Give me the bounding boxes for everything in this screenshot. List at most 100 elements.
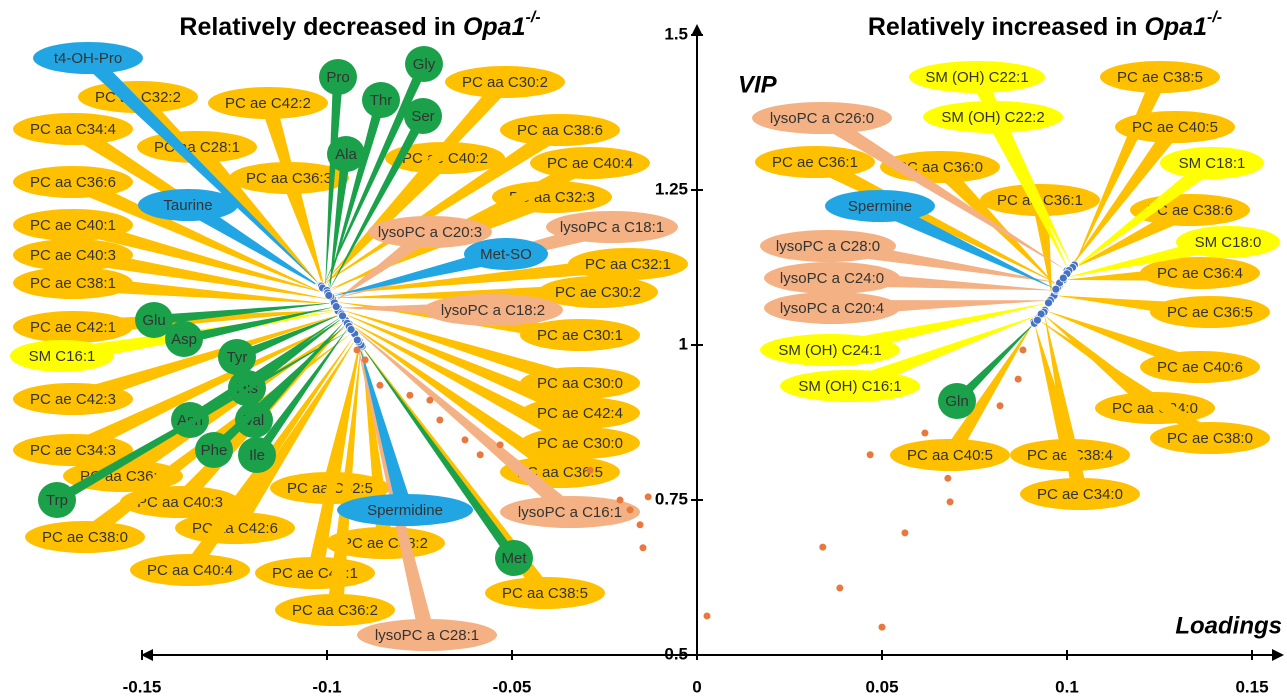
callout-bubble [13,239,133,271]
callout-label: PC aa C40:4 [147,562,233,579]
x-tick-label: -0.05 [493,677,532,696]
callout-label: SM C18:0 [1195,234,1262,251]
callout-label: PC ae C36:1 [772,154,858,171]
callout-wedge [327,98,386,291]
callout-label: PC ae C40:5 [1132,119,1218,136]
callout-bubble [135,302,173,338]
callout-label: Thr [370,92,393,109]
point [406,391,414,399]
point [331,302,341,311]
callout-wedge [182,306,337,344]
callout-bubble [1150,296,1270,328]
callout-bubble [1140,257,1260,289]
callout-wedge [54,329,352,505]
callout-wedge [357,340,519,561]
callout-bubble [500,114,620,146]
callout-bubble [1020,478,1140,510]
callout-label: PC aa C38:6 [517,122,603,139]
callout-bubble [357,619,497,651]
title-text: Relatively increased in [868,13,1138,41]
point [639,544,647,552]
callout-wedge [817,111,1067,271]
callout-bubble [13,434,133,466]
point [819,543,827,551]
point [946,498,954,506]
callout-label: lysoPC a C18:2 [441,302,545,319]
callout-bubble [445,66,565,98]
callout-bubble [325,527,445,559]
callout-wedge [153,302,335,325]
x-tick-label: 0 [692,677,701,696]
callout-bubble [485,577,605,609]
callout-label: Pro [326,69,349,86]
y-tick-label: 1 [679,334,688,353]
point [461,436,469,444]
callout-bubble [33,42,143,74]
callout-label: Taurine [163,197,212,214]
callout-wedge [346,321,565,479]
callout-label: Spermine [848,198,912,215]
y-axis-label: VIP [738,71,778,98]
callout-wedge [281,175,326,290]
callout-wedge [331,284,599,300]
callout-label: lysoPC a C18:1 [560,219,664,236]
callout-label: PC ae C42:4 [537,405,623,422]
callout-bubble [755,146,875,178]
callout-bubble [78,81,198,113]
point [338,311,347,321]
callout-wedge [330,246,508,297]
callout-bubble [1160,147,1264,179]
callout-bubble [25,521,145,553]
point [636,521,644,529]
callout-label: PC ae C38:1 [30,275,116,292]
callout-wedge [339,312,584,421]
callout-label: Spermidine [367,502,443,519]
point [644,493,652,501]
callout-label: PC aa C36:0 [897,159,983,176]
title-right: Relatively increased in Opa1-/- [868,9,1222,40]
point [1044,298,1053,308]
callout-bubble [1115,111,1235,143]
callout-bubble [546,211,678,243]
callout-label: PC aa C32:1 [585,256,671,273]
point [1033,315,1042,325]
point [476,451,484,459]
callout-label: SM C18:1 [1179,155,1246,172]
callout-label: SM (OH) C16:1 [798,378,901,395]
callout-label: PC aa C42:6 [192,520,278,537]
callout-wedge [322,343,361,490]
point [1051,284,1061,294]
callout-bubble [13,267,133,299]
callout-label: PC aa C40:3 [137,494,223,511]
callout-label: PC aa C38:5 [502,585,588,602]
callout-label: PC ae C40:2 [402,150,488,167]
x-tick-label: 0.1 [1055,677,1079,696]
callout-label: PC ae C40:4 [547,155,633,172]
callout-label: t4-OH-Pro [54,50,122,67]
callout-label: PC ae C30:2 [555,284,641,301]
callout-bubble [13,209,133,241]
callout-label: SM (OH) C22:1 [925,69,1028,86]
callout-bubble [909,61,1045,93]
callout-bubble [780,370,920,402]
callout-label: PC ae C42:1 [30,319,116,336]
x-axis-label: Loadings [1175,612,1282,639]
points [315,260,1079,631]
x-tick-label: 0.15 [1235,677,1268,696]
callout-bubble [10,340,114,372]
callout-label: PC ae C40:3 [30,247,116,264]
callout-bubble [229,162,349,194]
point [324,290,334,300]
y-tick-label: 0.5 [664,644,688,663]
callout-bubble [337,494,473,526]
callout-bubble [923,101,1063,133]
callout-label: PC ae C36:5 [1167,304,1253,321]
callout-wedge [210,323,348,454]
callout-wedge [320,123,565,286]
callout-label: PC aa C36:6 [30,174,116,191]
point [346,325,356,334]
callout-label: PC ae C34:0 [1037,486,1123,503]
y-tick-label: 1.5 [664,24,688,43]
callout-wedge [187,315,343,425]
callout-bubble [235,402,273,438]
